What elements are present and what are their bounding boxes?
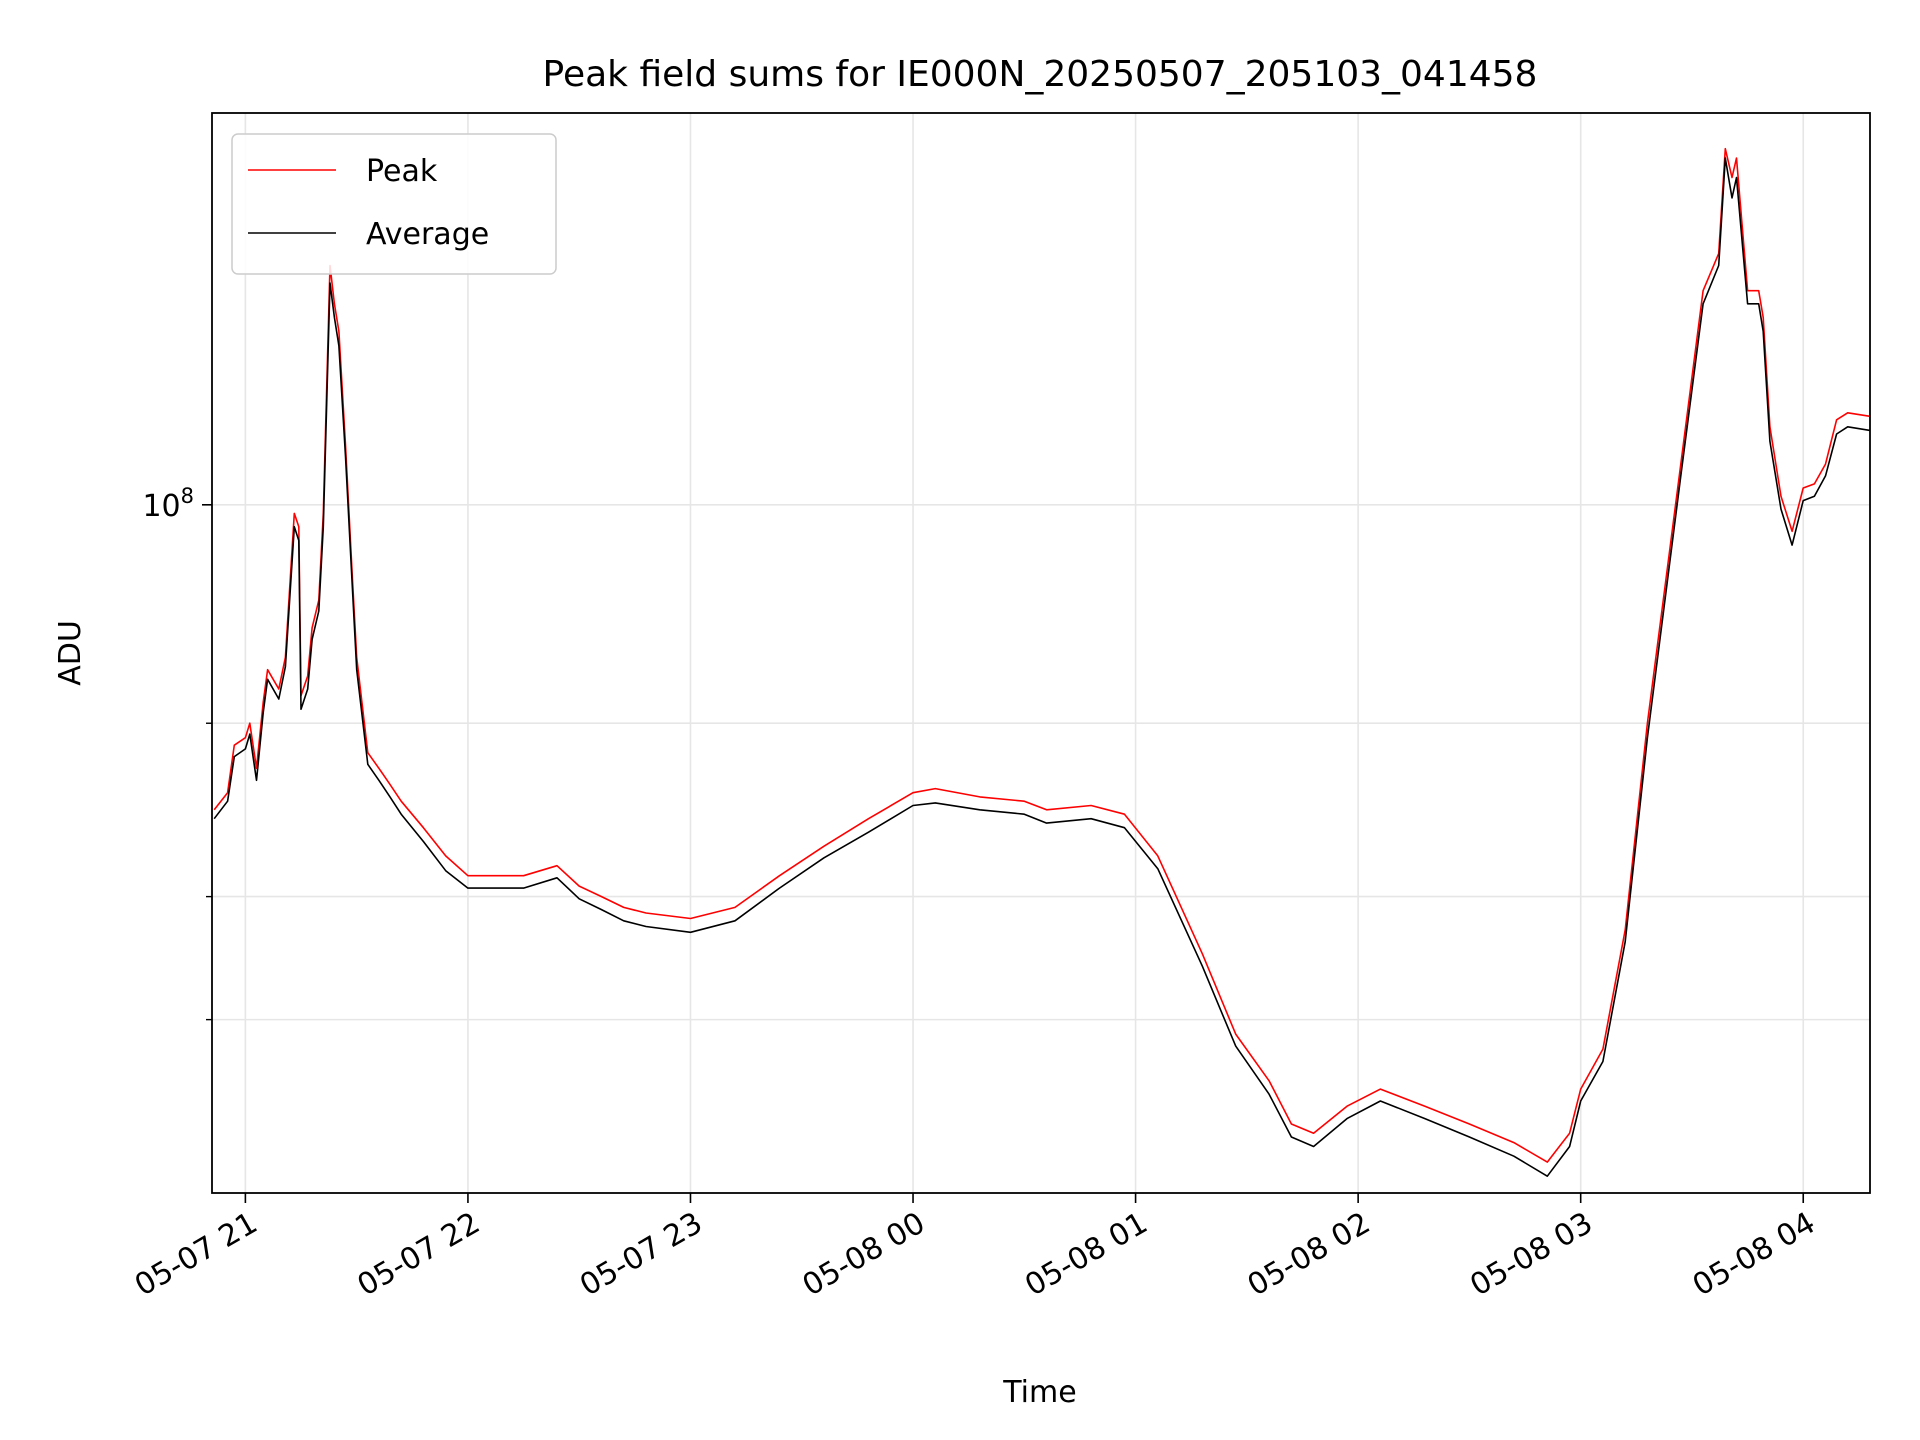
legend: Peak Average	[231, 133, 557, 275]
series-layer	[213, 147, 1871, 1177]
legend-box	[231, 133, 557, 275]
series-line-average	[213, 157, 1871, 1177]
y-axis-label: ADU	[53, 620, 88, 686]
y-tick-label: 108	[142, 484, 194, 524]
plot-area	[211, 112, 1871, 1194]
legend-peak-label: Peak	[366, 154, 438, 189]
chart-title: Peak field sums for IE000N_20250507_2051…	[543, 54, 1538, 95]
series-line-peak	[213, 147, 1871, 1163]
x-axis-label: Time	[1002, 1375, 1076, 1410]
legend-average-label: Average	[366, 217, 489, 252]
grid	[212, 113, 1870, 1193]
plot-frame	[211, 112, 1871, 1194]
y-axis: 108	[142, 484, 212, 1021]
